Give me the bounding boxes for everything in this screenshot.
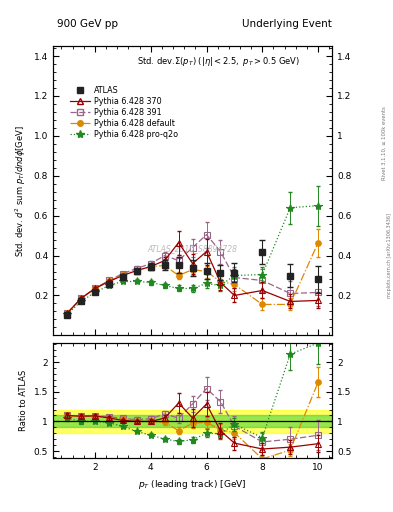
X-axis label: $p_{T}$ (leading track) [GeV]: $p_{T}$ (leading track) [GeV] [138, 478, 247, 490]
Bar [53, 410, 332, 433]
Text: Underlying Event: Underlying Event [242, 19, 332, 29]
Y-axis label: Std. dev. $d^{2}$ sum $p_{T}/dnd\phi$[GeV]: Std. dev. $d^{2}$ sum $p_{T}/dnd\phi$[Ge… [14, 125, 28, 257]
Bar [53, 415, 332, 428]
Text: Std. dev.$\Sigma(p_{T})$ $(|\eta|<2.5,\ p_{T}>0.5$ GeV$)$: Std. dev.$\Sigma(p_{T})$ $(|\eta|<2.5,\ … [137, 55, 300, 68]
Text: Rivet 3.1.10, ≥ 100k events: Rivet 3.1.10, ≥ 100k events [382, 106, 387, 180]
Legend: ATLAS, Pythia 6.428 370, Pythia 6.428 391, Pythia 6.428 default, Pythia 6.428 pr: ATLAS, Pythia 6.428 370, Pythia 6.428 39… [68, 85, 180, 141]
Text: 900 GeV pp: 900 GeV pp [57, 19, 118, 29]
Text: mcplots.cern.ch [arXiv:1306.3436]: mcplots.cern.ch [arXiv:1306.3436] [387, 214, 391, 298]
Y-axis label: Ratio to ATLAS: Ratio to ATLAS [19, 370, 28, 431]
Text: ATLAS_2010_S8894728: ATLAS_2010_S8894728 [147, 244, 238, 253]
